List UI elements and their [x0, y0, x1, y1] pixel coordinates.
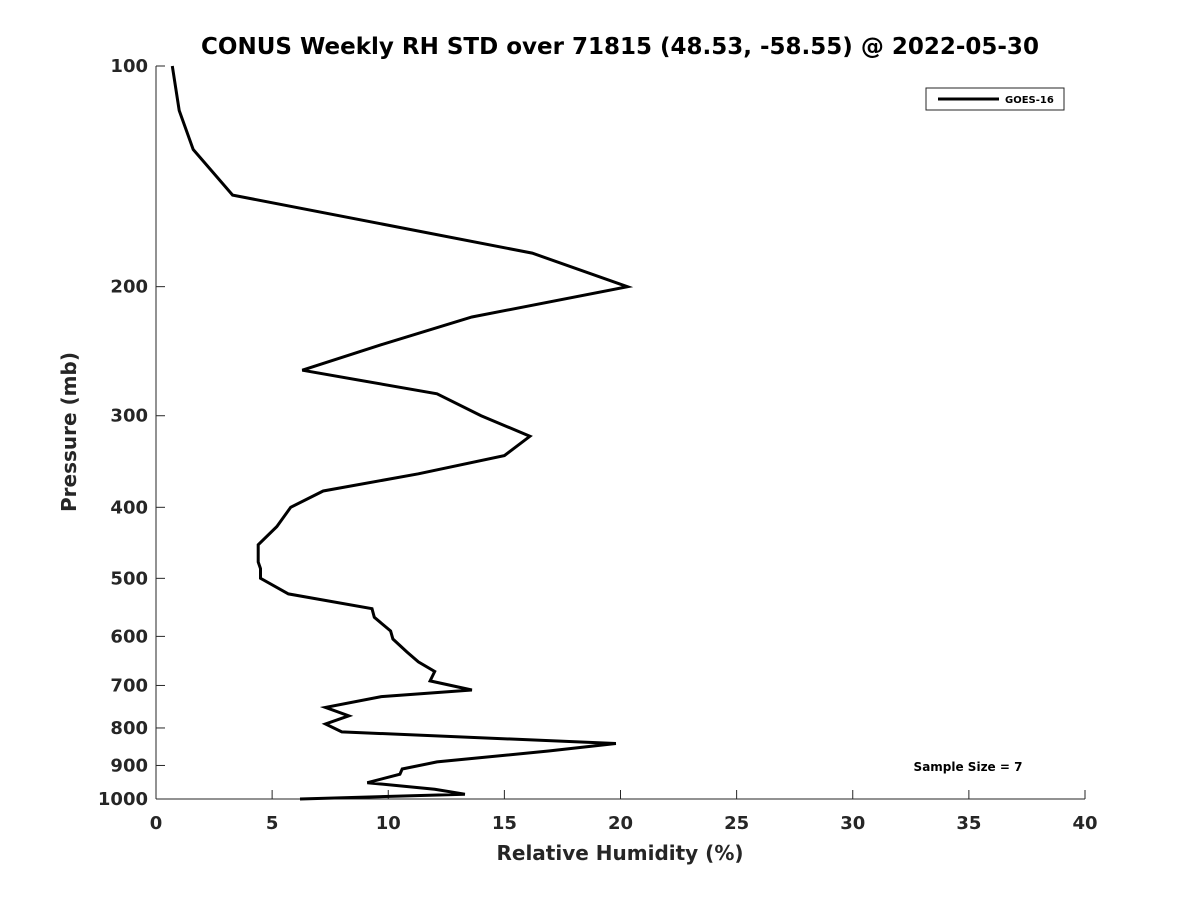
- y-tick-label: 800: [110, 718, 148, 739]
- x-tick-label: 20: [608, 813, 633, 834]
- y-tick-label: 700: [110, 675, 148, 696]
- x-tick-label: 25: [724, 813, 749, 834]
- y-tick-label: 300: [110, 406, 148, 427]
- series-line-goes-16: [170, 65, 634, 801]
- y-axis-ticks: 100 200 300 400 500 600 700 800 900 1000: [98, 56, 165, 810]
- sample-size-annotation: Sample Size = 7: [914, 760, 1023, 774]
- x-axis-ticks: 0 5 10 15 20 25 30 35 40: [150, 790, 1098, 834]
- y-axis-label: Pressure (mb): [57, 352, 81, 512]
- legend: GOES-16: [925, 87, 1065, 111]
- legend-label-goes-16: GOES-16: [1005, 95, 1054, 106]
- y-tick-label: 1000: [98, 789, 148, 810]
- y-tick-label: 500: [110, 568, 148, 589]
- x-tick-label: 30: [840, 813, 865, 834]
- plot-area: [155, 66, 1085, 800]
- x-tick-label: 10: [376, 813, 401, 834]
- series-layer: [170, 65, 634, 801]
- y-tick-label: 200: [110, 277, 148, 298]
- x-tick-label: 15: [492, 813, 517, 834]
- y-tick-label: 600: [110, 626, 148, 647]
- y-tick-label: 100: [110, 56, 148, 77]
- y-tick-label: 400: [110, 497, 148, 518]
- chart-title: CONUS Weekly RH STD over 71815 (48.53, -…: [201, 34, 1039, 60]
- x-tick-label: 40: [1072, 813, 1097, 834]
- x-axis-label: Relative Humidity (%): [496, 841, 743, 865]
- y-tick-label: 900: [110, 755, 148, 776]
- x-tick-label: 5: [266, 813, 279, 834]
- x-tick-label: 0: [150, 813, 163, 834]
- x-tick-label: 35: [956, 813, 981, 834]
